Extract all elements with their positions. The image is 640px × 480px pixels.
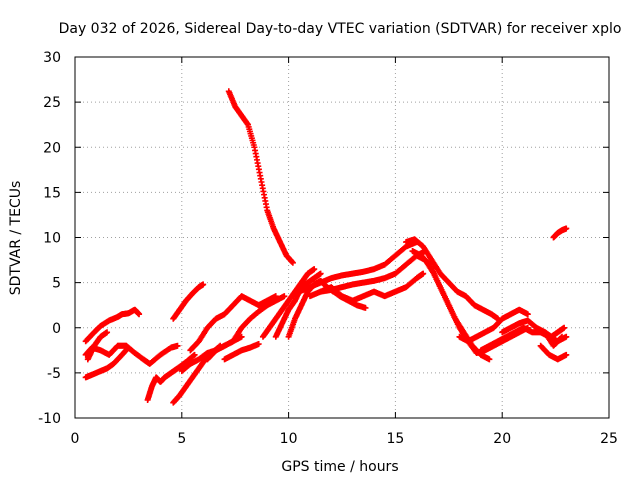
y-tick-label: -5: [47, 366, 61, 382]
data-point: [289, 259, 296, 266]
data-point: [362, 304, 369, 311]
chart-title: Day 032 of 2026, Sidereal Day-to-day VTE…: [59, 21, 622, 37]
y-tick-label: 5: [52, 276, 61, 292]
series-track-26: [537, 342, 570, 363]
data-point: [136, 311, 143, 318]
series-track-09: [187, 293, 279, 354]
series-track-19: [328, 286, 369, 311]
series-track-12: [225, 88, 296, 266]
series-track-02: [82, 342, 181, 367]
x-axis-title: GPS time / hours: [281, 459, 398, 475]
series-track-23: [456, 306, 531, 345]
y-axis-title: SDTVAR / TECUs: [8, 181, 24, 296]
data-point: [563, 351, 570, 358]
x-tick-label: 5: [177, 431, 186, 447]
axis-ticks: [74, 56, 610, 419]
data-points: [82, 88, 570, 406]
series-track-07: [170, 281, 207, 322]
data-point: [281, 293, 288, 300]
series-track-13: [259, 266, 318, 340]
data-point: [311, 266, 318, 273]
series-track-04: [84, 329, 111, 363]
y-tick-label: 25: [43, 95, 61, 111]
data-point: [559, 333, 566, 340]
x-tick-labels: 0 5 10 15 20 25: [71, 431, 618, 447]
series-track-10: [204, 293, 288, 363]
x-tick-label: 0: [71, 431, 80, 447]
grid-lines: [75, 57, 609, 418]
data-point: [174, 342, 181, 349]
data-point: [558, 334, 565, 341]
y-tick-label: 15: [43, 185, 61, 201]
data-point: [317, 270, 324, 277]
data-point: [104, 329, 111, 336]
data-point: [420, 270, 427, 277]
series-track-03: [82, 344, 132, 381]
y-tick-label: 0: [52, 321, 61, 337]
series-track-01: [82, 306, 143, 345]
data-point: [255, 340, 262, 347]
x-tick-label: 10: [280, 431, 298, 447]
data-point: [524, 311, 531, 318]
series-track-25: [499, 317, 566, 349]
series-track-20: [403, 236, 501, 322]
series-track-28: [550, 225, 570, 241]
data-point: [200, 281, 207, 288]
x-tick-label: 25: [600, 431, 618, 447]
y-tick-label: -10: [38, 411, 61, 427]
data-point: [486, 356, 493, 363]
x-tick-label: 15: [386, 431, 404, 447]
y-tick-label: 30: [43, 50, 61, 66]
x-tick-label: 20: [493, 431, 511, 447]
data-point: [561, 324, 568, 331]
series-track-27: [541, 324, 568, 340]
data-point: [238, 333, 245, 340]
data-point: [563, 225, 570, 232]
data-point: [125, 344, 132, 351]
series-track-17: [306, 248, 429, 300]
series-track-11: [221, 340, 262, 363]
y-tick-labels: -10 -5 0 5 10 15 20 25 30: [38, 50, 61, 427]
series-track-05: [144, 351, 198, 403]
y-tick-label: 10: [43, 231, 61, 247]
data-point: [191, 351, 198, 358]
y-tick-label: 20: [43, 140, 61, 156]
